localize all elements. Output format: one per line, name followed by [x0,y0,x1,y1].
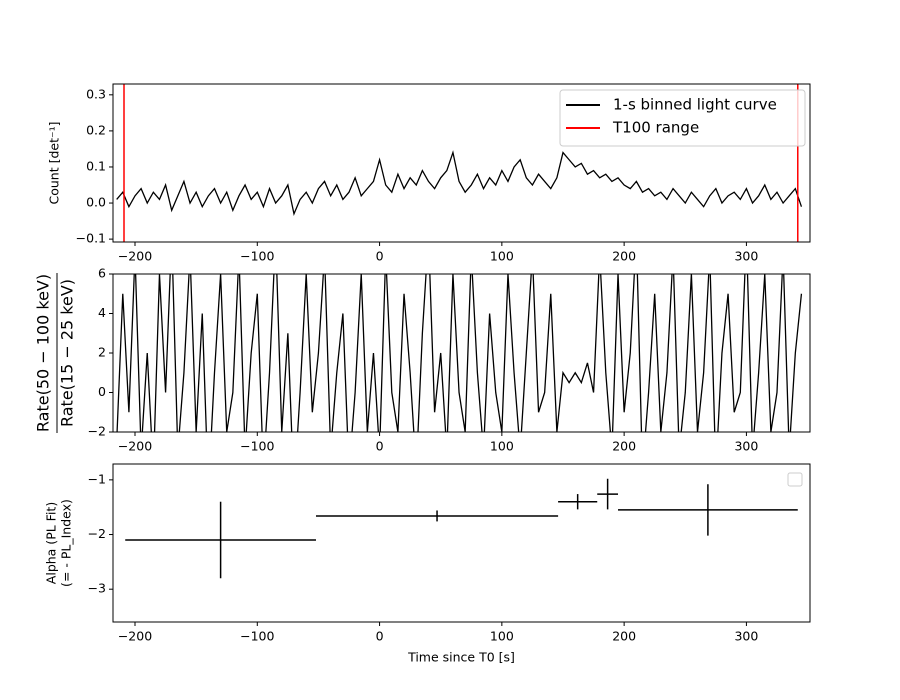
y-tick-label: 0.1 [86,158,106,173]
x-tick-label: 0 [376,629,384,644]
x-tick-label: −100 [240,629,274,644]
x-tick-label: −100 [240,249,274,264]
x-tick-label: 300 [734,439,758,454]
legend-label: 1-s binned light curve [613,96,777,114]
y-axis-label: (= - PL_Index) [59,499,74,587]
plot-area [125,478,798,579]
y-tick-label: −2 [88,526,106,541]
x-tick-label: −100 [240,439,274,454]
y-tick-label: −1 [88,471,106,486]
x-tick-label: −200 [118,249,152,264]
y-tick-label: −0.1 [76,231,106,246]
x-tick-label: 200 [612,629,636,644]
x-tick-label: −200 [118,439,152,454]
data-line [116,150,803,217]
x-tick-label: 100 [490,629,514,644]
x-tick-label: 100 [490,439,514,454]
y-axis-label: Count [det⁻¹] [47,122,62,205]
y-axis-label: Alpha (PL Fit) [44,502,59,584]
plot-area [116,274,803,432]
y-tick-label: 2 [98,345,106,360]
x-axis-label: Time since T0 [s] [407,650,515,665]
legend-label: T100 range [612,119,699,137]
x-tick-label: −200 [118,629,152,644]
y-tick-label: −2 [88,424,106,439]
x-tick-label: 300 [734,249,758,264]
axes-frame [112,83,811,243]
y-tick-label: −3 [88,581,106,596]
empty-legend [787,472,803,487]
x-tick-label: 200 [612,439,636,454]
axes-frame [112,273,811,433]
y-tick-label: 6 [98,266,106,281]
y-axis-label-numerator: Rate(50 − 100 keV) [34,274,53,432]
y-axis-label-denominator: Rate(15 − 25 keV) [58,279,77,427]
axes-frame [112,463,811,623]
y-tick-label: 0 [98,384,106,399]
x-tick-label: 300 [734,629,758,644]
x-tick-label: 200 [612,249,636,264]
y-tick-label: 0.3 [86,86,106,101]
x-tick-label: 0 [376,439,384,454]
y-tick-label: 0.2 [86,122,106,137]
y-tick-label: 0.0 [86,195,106,210]
data-line [116,274,803,432]
x-tick-label: 0 [376,249,384,264]
y-tick-label: 4 [98,305,106,320]
legend-box [559,89,806,147]
x-tick-label: 100 [490,249,514,264]
